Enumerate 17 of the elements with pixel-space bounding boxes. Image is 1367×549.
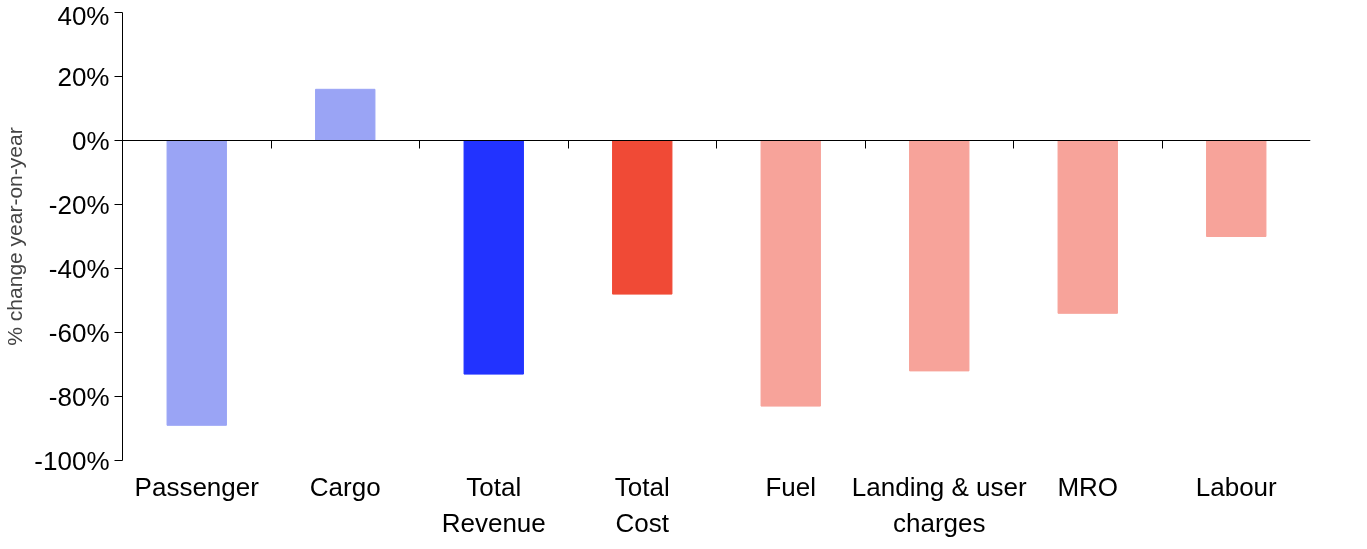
y-tick-label: 0%: [71, 125, 110, 156]
y-tick-label: 20%: [57, 61, 110, 92]
x-tick-label: MRO: [1057, 471, 1119, 502]
x-tick-label: Cargo: [309, 471, 381, 502]
y-tick-label: -100%: [34, 445, 110, 476]
x-tick-label: Fuel: [765, 471, 817, 502]
x-tick-label: Passenger: [134, 471, 260, 502]
x-tick-label: Labour: [1195, 471, 1278, 502]
y-tick-label: -60%: [48, 317, 110, 348]
y-axis-title: % change year-on-year: [3, 127, 27, 346]
x-tick-label: Landing & user charges: [851, 471, 1028, 538]
y-tick-label: -20%: [48, 189, 110, 220]
y-tick-label: -40%: [48, 253, 110, 284]
x-tick-label: Total Revenue: [441, 471, 546, 538]
x-tick-label: Total Cost: [614, 471, 670, 538]
y-tick-label: -80%: [48, 381, 110, 412]
y-tick-label: 40%: [57, 0, 110, 31]
